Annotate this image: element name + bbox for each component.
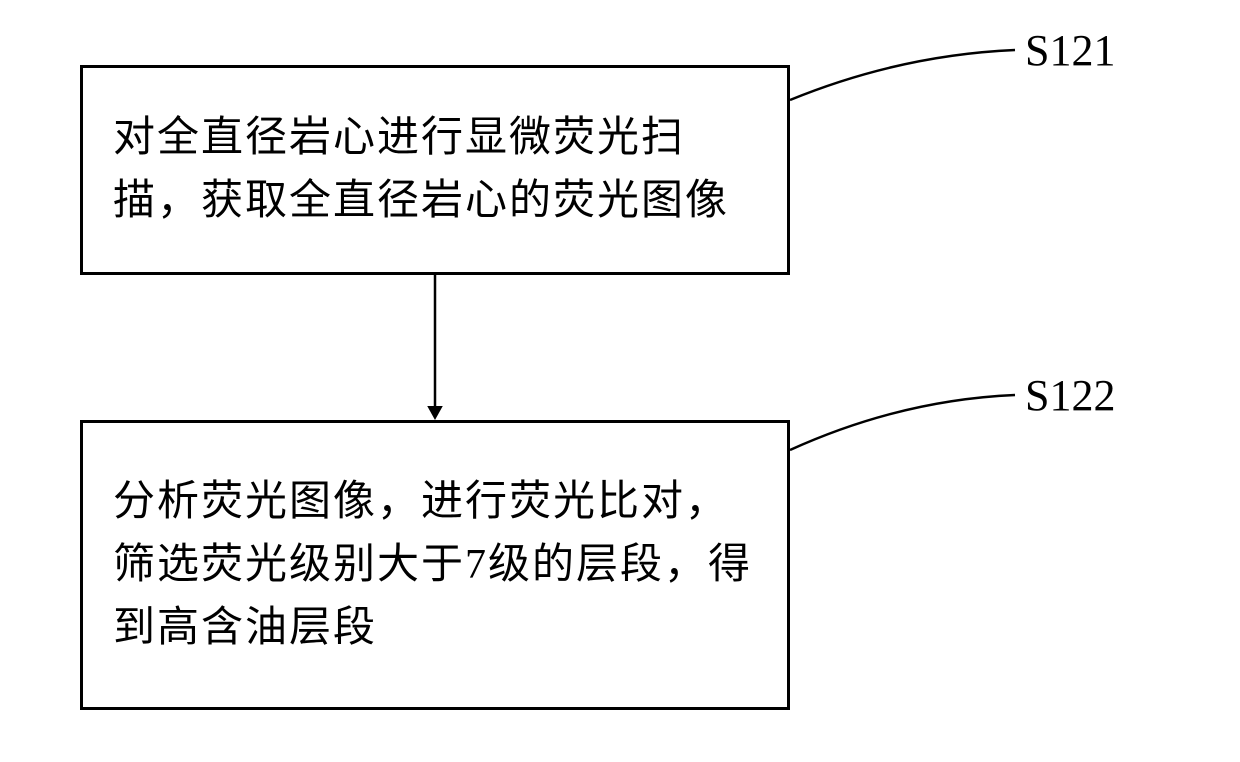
flowchart-step-1: 对全直径岩心进行显微荧光扫描，获取全直径岩心的荧光图像 (80, 65, 790, 275)
step-2-text: 分析荧光图像，进行荧光比对，筛选荧光级别大于7级的层段，得到高含油层段 (113, 471, 757, 660)
flowchart-step-2: 分析荧光图像，进行荧光比对，筛选荧光级别大于7级的层段，得到高含油层段 (80, 420, 790, 710)
arrow-between-boxes (427, 275, 443, 420)
step-1-label: S121 (1025, 25, 1115, 76)
flowchart-diagram: 对全直径岩心进行显微荧光扫描，获取全直径岩心的荧光图像 S121 分析荧光图像，… (0, 0, 1240, 762)
step-1-text: 对全直径岩心进行显微荧光扫描，获取全直径岩心的荧光图像 (113, 107, 757, 233)
connector-line-2 (790, 395, 1015, 450)
connector-line-1 (790, 50, 1015, 100)
step-2-label: S122 (1025, 370, 1115, 421)
